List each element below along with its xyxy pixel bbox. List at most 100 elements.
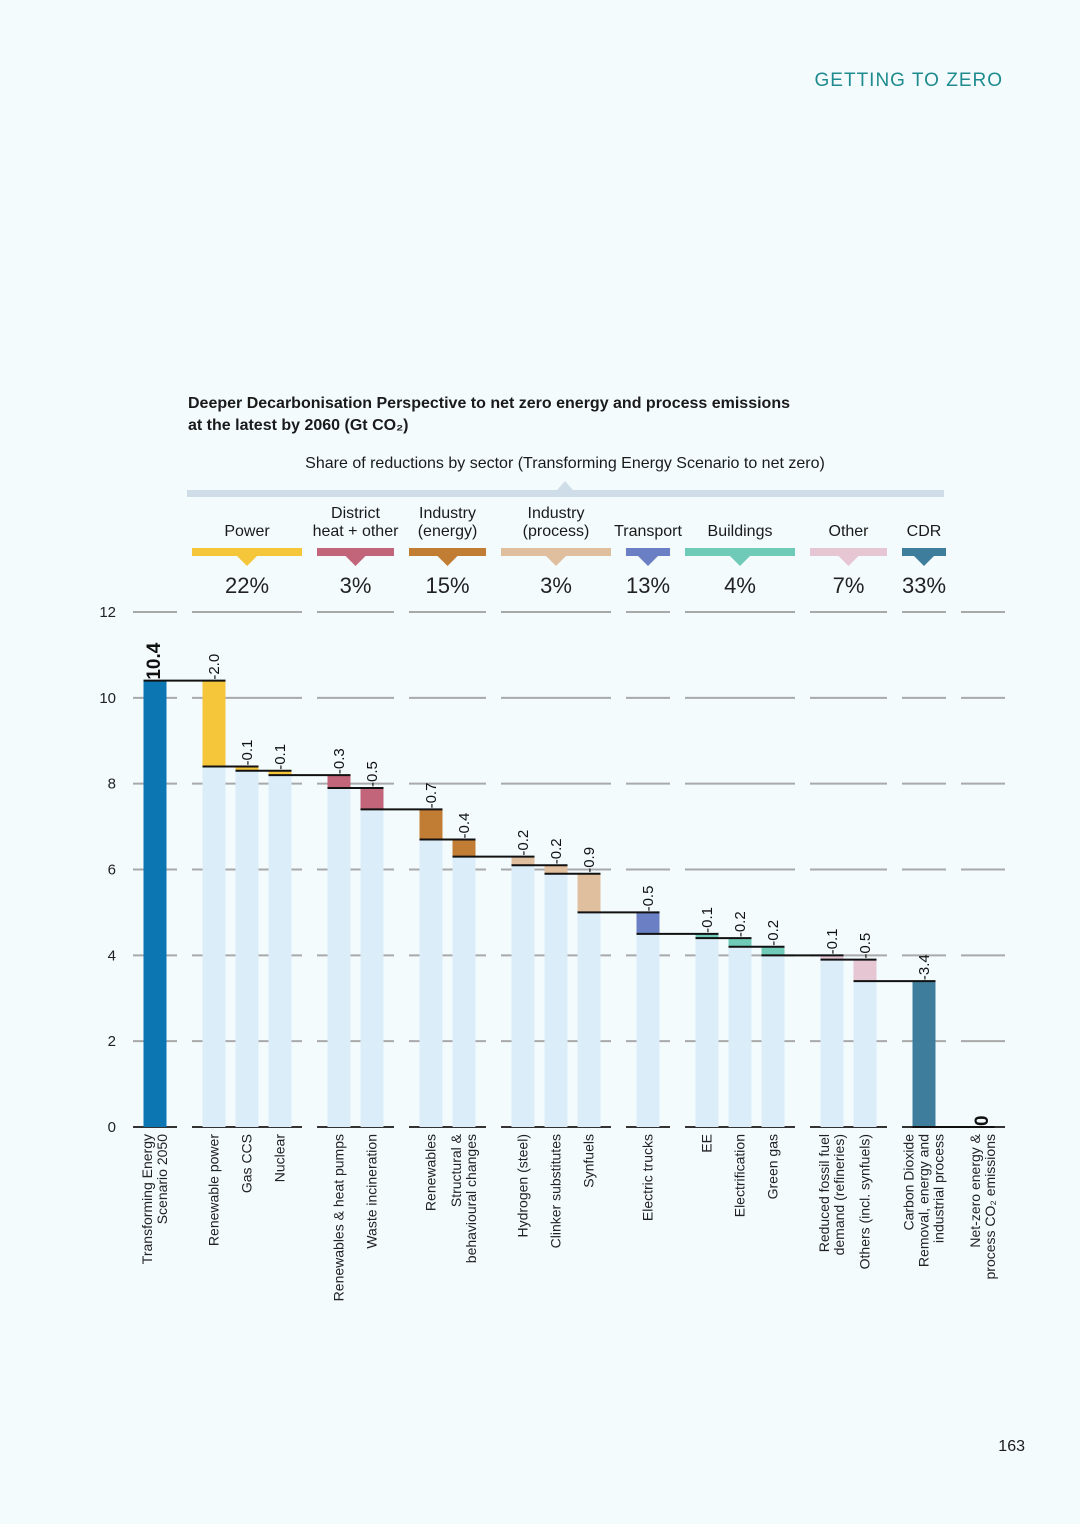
x-tick-label: Clinker substitutes [547,1134,564,1249]
sector-name: Other [828,523,869,540]
sector-band [685,548,795,556]
y-tick-label: 6 [108,862,116,879]
value-label: -0.3 [331,748,348,774]
x-tick-label: Renewable power [205,1134,222,1247]
value-label: -0.5 [640,886,657,912]
value-label: -0.2 [732,911,749,937]
value-label: -0.1 [272,744,289,770]
value-label: -0.2 [515,830,532,856]
x-tick-label: Nuclear [271,1134,288,1183]
x-tick-label: Structural & behavioural changes [448,1134,479,1264]
remainder-column [636,933,660,1127]
remainder-column [360,809,384,1127]
sector-name: Industry (process) [522,505,590,540]
x-tick-label: Net-zero energy & process CO₂ emissions [967,1134,998,1280]
remainder-column [577,912,601,1127]
delta-bar [761,946,785,956]
delta-bar [327,775,351,788]
remainder-column [235,770,259,1127]
x-tick-label: Green gas [764,1134,781,1200]
total-label: 0 [972,1115,993,1126]
total-bar [143,680,167,1127]
value-label: -0.7 [423,783,440,809]
total-label: 10.4 [144,642,165,679]
x-tick-label: Hydrogen (steel) [514,1134,531,1238]
delta-bar [853,959,877,982]
y-tick-label: 2 [108,1033,116,1050]
chart-title: Deeper Decarbonisation Perspective to ne… [188,395,790,434]
chart-subtitle: Share of reductions by sector (Transform… [305,455,825,472]
x-tick-label: Renewables & heat pumps [330,1134,347,1302]
x-tick-label: Carbon Dioxide Removal, energy and indus… [900,1134,947,1268]
delta-bar [202,680,226,767]
sector-pointer [638,556,658,566]
sector-share: 22% [225,573,269,598]
x-tick-label: Electric trucks [639,1134,656,1222]
value-label: -0.2 [548,838,565,864]
remainder-column [419,839,443,1127]
value-label: -0.2 [765,920,782,946]
value-label: -0.9 [581,847,598,873]
value-label: -2.0 [206,654,223,680]
page-number: 163 [998,1438,1025,1455]
value-label: -0.5 [364,761,381,787]
value-label: -0.1 [699,907,716,933]
value-label: -0.1 [239,740,256,766]
delta-bar [577,873,601,913]
sector-share: 15% [425,573,469,598]
sector-name: CDR [906,523,942,540]
x-tick-label: Others (incl. synfuels) [856,1134,873,1270]
value-label: -3.4 [916,954,933,980]
remainder-column [761,955,785,1127]
delta-bar [360,787,384,810]
sector-name: Transport [614,523,682,540]
remainder-column [544,873,568,1127]
sector-band [902,548,946,556]
sector-share: 13% [626,573,670,598]
section-header: GETTING TO ZERO [814,70,1003,91]
x-tick-label: Electrification [731,1134,748,1218]
sector-share: 3% [340,573,372,598]
sector-share: 7% [833,573,865,598]
sector-pointer [914,556,934,566]
value-label: -0.5 [857,933,874,959]
delta-bar [511,856,535,866]
remainder-column [820,959,844,1127]
remainder-column [511,865,535,1127]
delta-bar [452,839,476,857]
sector-name: Industry (energy) [417,505,478,540]
delta-bar [912,981,936,1127]
y-tick-label: 0 [108,1119,116,1136]
delta-bar [235,766,259,771]
sector-pointer [838,556,859,566]
delta-bar [419,809,443,840]
delta-bar [820,955,844,960]
sector-pointer [345,556,366,566]
sector-name: Power [224,523,270,540]
x-tick-label: Renewables [422,1134,439,1212]
value-label: -0.4 [456,813,473,839]
remainder-column [695,938,719,1127]
sector-share: 4% [724,573,756,598]
delta-bar [636,912,660,934]
sector-band [409,548,486,556]
delta-bar [268,770,292,776]
sector-band [810,548,887,556]
y-tick-label: 12 [99,604,116,621]
y-tick-label: 8 [108,776,116,793]
sector-band [192,548,302,556]
sector-pointer [546,556,566,566]
remainder-column [853,981,877,1127]
x-tick-label: Gas CCS [238,1134,255,1194]
bracket-band [187,490,944,497]
remainder-column [327,787,351,1127]
x-tick-label: Synfuels [580,1134,597,1188]
delta-bar [695,933,719,939]
remainder-column [452,856,476,1127]
x-tick-label: Reduced fossil fuel demand (refineries) [816,1134,847,1256]
sector-pointer [237,556,257,566]
sector-band [626,548,670,556]
sector-band [501,548,611,556]
remainder-column [728,946,752,1127]
